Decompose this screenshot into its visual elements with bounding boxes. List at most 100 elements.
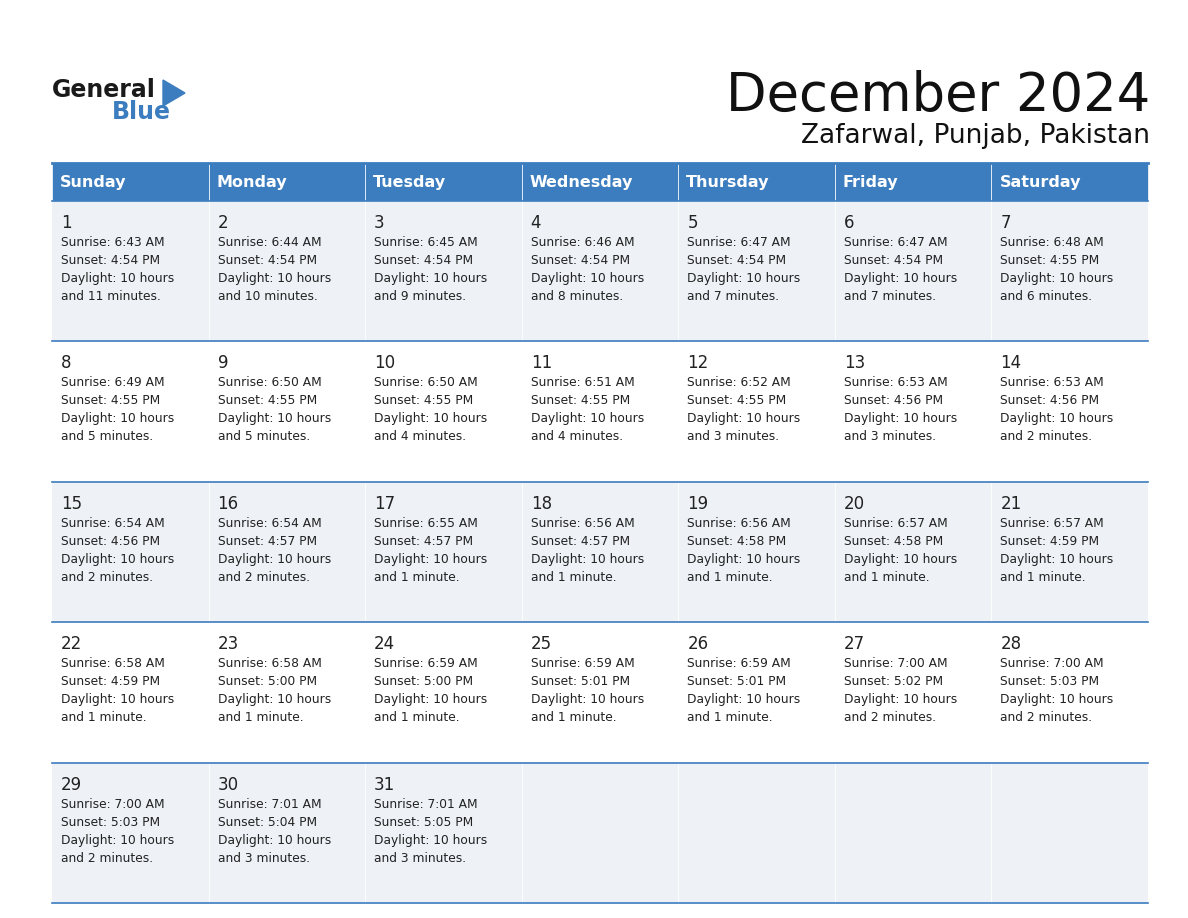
Text: 22: 22: [61, 635, 82, 654]
Text: Daylight: 10 hours: Daylight: 10 hours: [688, 693, 801, 706]
Text: Daylight: 10 hours: Daylight: 10 hours: [61, 272, 175, 285]
Text: 8: 8: [61, 354, 71, 373]
Text: Sunrise: 6:43 AM: Sunrise: 6:43 AM: [61, 236, 165, 249]
Text: and 3 minutes.: and 3 minutes.: [688, 431, 779, 443]
Text: Sunset: 4:56 PM: Sunset: 4:56 PM: [61, 535, 160, 548]
Text: 31: 31: [374, 776, 396, 793]
Text: and 7 minutes.: and 7 minutes.: [843, 290, 936, 303]
Text: Daylight: 10 hours: Daylight: 10 hours: [374, 553, 487, 565]
Text: and 2 minutes.: and 2 minutes.: [217, 571, 310, 584]
Bar: [52, 763, 1148, 903]
Text: Sunrise: 6:56 AM: Sunrise: 6:56 AM: [688, 517, 791, 530]
Text: Sunrise: 6:52 AM: Sunrise: 6:52 AM: [688, 376, 791, 389]
Text: Monday: Monday: [216, 174, 287, 189]
Bar: [52, 201, 1148, 341]
Text: Daylight: 10 hours: Daylight: 10 hours: [217, 272, 330, 285]
Text: Sunrise: 6:58 AM: Sunrise: 6:58 AM: [217, 657, 322, 670]
Text: Sunset: 5:00 PM: Sunset: 5:00 PM: [374, 676, 473, 688]
Bar: [52, 163, 209, 201]
Bar: [678, 163, 835, 201]
Text: 3: 3: [374, 214, 385, 232]
Text: and 9 minutes.: and 9 minutes.: [374, 290, 466, 303]
Text: Tuesday: Tuesday: [373, 174, 447, 189]
Text: 25: 25: [531, 635, 552, 654]
Text: and 8 minutes.: and 8 minutes.: [531, 290, 623, 303]
Text: Sunrise: 6:59 AM: Sunrise: 6:59 AM: [688, 657, 791, 670]
Text: and 1 minute.: and 1 minute.: [688, 711, 773, 724]
Text: and 3 minutes.: and 3 minutes.: [843, 431, 936, 443]
Text: Sunrise: 7:00 AM: Sunrise: 7:00 AM: [1000, 657, 1104, 670]
Text: Sunrise: 7:00 AM: Sunrise: 7:00 AM: [843, 657, 948, 670]
Text: and 4 minutes.: and 4 minutes.: [374, 431, 466, 443]
Text: Sunset: 5:00 PM: Sunset: 5:00 PM: [217, 676, 317, 688]
Text: Sunset: 5:03 PM: Sunset: 5:03 PM: [1000, 676, 1100, 688]
Text: and 1 minute.: and 1 minute.: [374, 571, 460, 584]
Text: Sunrise: 6:46 AM: Sunrise: 6:46 AM: [531, 236, 634, 249]
Text: Blue: Blue: [112, 100, 171, 124]
Bar: [52, 622, 1148, 763]
Text: Daylight: 10 hours: Daylight: 10 hours: [61, 834, 175, 846]
Text: and 4 minutes.: and 4 minutes.: [531, 431, 623, 443]
Text: Sunrise: 6:45 AM: Sunrise: 6:45 AM: [374, 236, 478, 249]
Text: and 3 minutes.: and 3 minutes.: [374, 852, 466, 865]
Text: 2: 2: [217, 214, 228, 232]
Text: Daylight: 10 hours: Daylight: 10 hours: [374, 834, 487, 846]
Text: Sunset: 4:54 PM: Sunset: 4:54 PM: [843, 254, 943, 267]
Text: Daylight: 10 hours: Daylight: 10 hours: [531, 553, 644, 565]
Text: and 2 minutes.: and 2 minutes.: [1000, 711, 1093, 724]
Text: Sunset: 5:02 PM: Sunset: 5:02 PM: [843, 676, 943, 688]
Text: Daylight: 10 hours: Daylight: 10 hours: [61, 693, 175, 706]
Text: Sunrise: 6:57 AM: Sunrise: 6:57 AM: [843, 517, 948, 530]
Text: 11: 11: [531, 354, 552, 373]
Text: Sunrise: 6:55 AM: Sunrise: 6:55 AM: [374, 517, 478, 530]
Text: Daylight: 10 hours: Daylight: 10 hours: [374, 412, 487, 425]
Text: Sunset: 4:55 PM: Sunset: 4:55 PM: [531, 395, 630, 408]
Text: 4: 4: [531, 214, 542, 232]
Text: Daylight: 10 hours: Daylight: 10 hours: [1000, 412, 1113, 425]
Text: Sunrise: 6:53 AM: Sunrise: 6:53 AM: [1000, 376, 1104, 389]
Text: Sunrise: 6:59 AM: Sunrise: 6:59 AM: [374, 657, 478, 670]
Text: 1: 1: [61, 214, 71, 232]
Text: Sunrise: 6:47 AM: Sunrise: 6:47 AM: [688, 236, 791, 249]
Text: and 1 minute.: and 1 minute.: [217, 711, 303, 724]
Text: Sunrise: 6:53 AM: Sunrise: 6:53 AM: [843, 376, 948, 389]
Text: 15: 15: [61, 495, 82, 513]
Text: Sunset: 4:55 PM: Sunset: 4:55 PM: [688, 395, 786, 408]
Text: and 1 minute.: and 1 minute.: [531, 571, 617, 584]
Text: and 7 minutes.: and 7 minutes.: [688, 290, 779, 303]
Bar: [522, 163, 678, 201]
Text: and 1 minute.: and 1 minute.: [843, 571, 929, 584]
Text: Daylight: 10 hours: Daylight: 10 hours: [1000, 693, 1113, 706]
Text: Sunset: 4:54 PM: Sunset: 4:54 PM: [531, 254, 630, 267]
Text: Sunrise: 6:54 AM: Sunrise: 6:54 AM: [217, 517, 321, 530]
Text: Zafarwal, Punjab, Pakistan: Zafarwal, Punjab, Pakistan: [801, 123, 1150, 149]
Text: Wednesday: Wednesday: [530, 174, 633, 189]
Text: December 2024: December 2024: [726, 70, 1150, 122]
Text: Daylight: 10 hours: Daylight: 10 hours: [843, 412, 958, 425]
Text: Daylight: 10 hours: Daylight: 10 hours: [61, 412, 175, 425]
Text: 12: 12: [688, 354, 708, 373]
Text: Sunset: 4:54 PM: Sunset: 4:54 PM: [688, 254, 786, 267]
Text: and 1 minute.: and 1 minute.: [61, 711, 146, 724]
Text: Sunset: 5:01 PM: Sunset: 5:01 PM: [688, 676, 786, 688]
Text: and 11 minutes.: and 11 minutes.: [61, 290, 160, 303]
Bar: [835, 163, 992, 201]
Text: Sunrise: 6:48 AM: Sunrise: 6:48 AM: [1000, 236, 1104, 249]
Text: Sunset: 4:56 PM: Sunset: 4:56 PM: [843, 395, 943, 408]
Text: 30: 30: [217, 776, 239, 793]
Text: Daylight: 10 hours: Daylight: 10 hours: [217, 693, 330, 706]
Bar: [365, 163, 522, 201]
Text: Sunrise: 7:01 AM: Sunrise: 7:01 AM: [217, 798, 321, 811]
Text: and 5 minutes.: and 5 minutes.: [61, 431, 153, 443]
Text: Sunset: 5:04 PM: Sunset: 5:04 PM: [217, 815, 317, 829]
Text: Daylight: 10 hours: Daylight: 10 hours: [688, 553, 801, 565]
Text: 7: 7: [1000, 214, 1011, 232]
Text: Sunday: Sunday: [61, 174, 126, 189]
Text: Sunset: 4:55 PM: Sunset: 4:55 PM: [1000, 254, 1100, 267]
Text: Daylight: 10 hours: Daylight: 10 hours: [843, 553, 958, 565]
Text: 23: 23: [217, 635, 239, 654]
Text: Sunrise: 6:59 AM: Sunrise: 6:59 AM: [531, 657, 634, 670]
Text: Sunrise: 6:44 AM: Sunrise: 6:44 AM: [217, 236, 321, 249]
Text: Sunrise: 6:50 AM: Sunrise: 6:50 AM: [217, 376, 321, 389]
Text: Saturday: Saturday: [999, 174, 1081, 189]
